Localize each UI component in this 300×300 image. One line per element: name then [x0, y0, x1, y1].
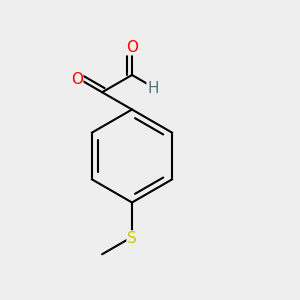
- Text: H: H: [147, 81, 159, 96]
- Text: S: S: [127, 231, 137, 246]
- Text: O: O: [126, 40, 138, 55]
- Text: O: O: [71, 72, 83, 87]
